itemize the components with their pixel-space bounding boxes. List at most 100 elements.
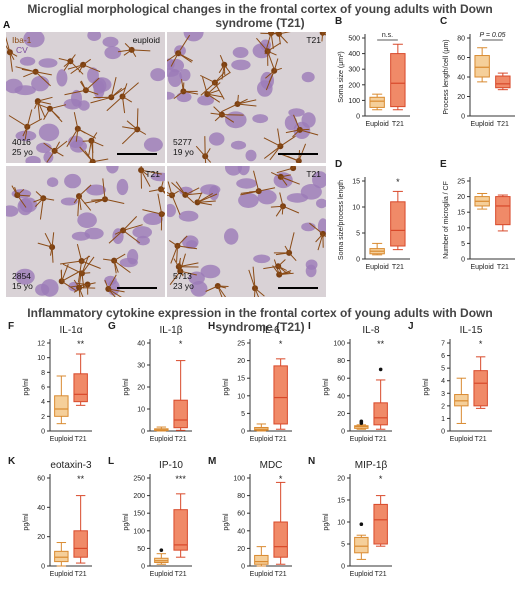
micrograph-case-label: 2854 15 yo bbox=[12, 271, 33, 291]
y-tick-label: 4 bbox=[41, 399, 45, 406]
y-tick-label: 0 bbox=[41, 564, 45, 571]
legend-cv: CV bbox=[16, 45, 28, 55]
chart-title: IL-1α bbox=[59, 325, 82, 336]
y-tick-label: 0 bbox=[356, 114, 360, 121]
y-axis-label: pg/ml bbox=[323, 378, 330, 396]
x-tick-label: Euploid bbox=[150, 436, 173, 443]
y-axis-label: pg/ml bbox=[123, 378, 130, 396]
outlier-point bbox=[359, 419, 364, 424]
x-tick-label: T21 bbox=[375, 571, 387, 578]
scale-bar bbox=[117, 153, 157, 155]
micrograph-case-label: 5277 19 yo bbox=[173, 137, 194, 157]
x-tick-label: T21 bbox=[275, 571, 287, 578]
micrograph-t21-2: T21 2854 15 yo bbox=[6, 166, 165, 297]
significance-label: * bbox=[479, 339, 483, 349]
y-tick-label: 200 bbox=[348, 82, 360, 89]
box-iqr bbox=[273, 365, 288, 425]
x-tick-label: Euploid bbox=[50, 571, 73, 578]
box-iqr bbox=[495, 75, 511, 89]
chart-title: eotaxin-3 bbox=[50, 460, 92, 471]
box-iqr bbox=[390, 53, 406, 108]
y-tick-label: 300 bbox=[348, 67, 360, 74]
chart-title: IL-15 bbox=[460, 325, 483, 336]
box-iqr bbox=[54, 395, 69, 417]
y-tick-label: 40 bbox=[337, 393, 345, 400]
significance-label: * bbox=[396, 177, 400, 187]
micrograph-case-label: 5713 23 yo bbox=[173, 271, 194, 291]
y-tick-label: 40 bbox=[37, 505, 45, 512]
x-tick-label: T21 bbox=[375, 436, 387, 443]
y-tick-label: 5 bbox=[461, 241, 465, 248]
y-tick-label: 10 bbox=[137, 407, 145, 414]
y-tick-label: 20 bbox=[237, 358, 245, 365]
outlier-point bbox=[159, 548, 164, 552]
chart-title: MIP-1β bbox=[355, 460, 388, 471]
y-axis-label: Number of microglia / CF bbox=[443, 181, 450, 259]
chart-title: IL-1β bbox=[160, 325, 183, 336]
y-tick-label: 0 bbox=[41, 429, 45, 436]
y-tick-label: 60 bbox=[37, 476, 45, 483]
y-tick-label: 40 bbox=[457, 75, 465, 82]
y-tick-label: 7 bbox=[441, 341, 445, 348]
y-tick-label: 2 bbox=[441, 403, 445, 410]
significance-label: * bbox=[279, 339, 283, 349]
y-tick-label: 80 bbox=[337, 358, 345, 365]
y-tick-label: 150 bbox=[133, 511, 145, 518]
y-tick-label: 6 bbox=[441, 353, 445, 360]
box-iqr bbox=[73, 530, 88, 558]
y-tick-label: 20 bbox=[457, 94, 465, 101]
legend-iba1: Iba-1 bbox=[12, 35, 32, 45]
y-tick-label: 0 bbox=[461, 114, 465, 121]
x-tick-label: T21 bbox=[275, 436, 287, 443]
significance-label: ** bbox=[377, 339, 385, 349]
box-iqr bbox=[473, 370, 488, 407]
chart-title: MDC bbox=[260, 460, 283, 471]
significance-label: ** bbox=[77, 474, 85, 484]
y-tick-label: 10 bbox=[457, 225, 465, 232]
significance-label: * bbox=[379, 474, 383, 484]
y-axis-label: pg/ml bbox=[123, 513, 130, 531]
y-tick-label: 5 bbox=[356, 231, 360, 238]
box-iqr bbox=[474, 55, 490, 78]
micrograph-texture bbox=[6, 166, 165, 297]
x-tick-label: T21 bbox=[175, 571, 187, 578]
y-tick-label: 50 bbox=[137, 546, 145, 553]
micrograph-group-label: T21 bbox=[145, 169, 160, 179]
y-axis-label: pg/ml bbox=[23, 378, 30, 396]
micrograph-t21-3: T21 5713 23 yo bbox=[167, 166, 326, 297]
y-tick-label: 12 bbox=[37, 341, 45, 348]
box-iqr bbox=[254, 554, 269, 565]
box-iqr bbox=[173, 509, 188, 551]
box-iqr bbox=[54, 550, 69, 563]
significance-label: n.s. bbox=[382, 32, 393, 39]
y-tick-label: 3 bbox=[441, 391, 445, 398]
x-tick-label: T21 bbox=[497, 264, 509, 271]
panel-letter: I bbox=[308, 321, 311, 332]
x-tick-label: Euploid bbox=[365, 264, 388, 271]
y-tick-label: 100 bbox=[233, 476, 245, 483]
micrograph-texture bbox=[167, 32, 326, 163]
y-axis-label: Soma size/process length bbox=[338, 180, 345, 260]
y-tick-label: 250 bbox=[133, 476, 145, 483]
y-tick-label: 0 bbox=[341, 564, 345, 571]
panel-letter: H bbox=[208, 321, 215, 332]
panel-letter: C bbox=[440, 16, 447, 27]
y-tick-label: 15 bbox=[352, 179, 360, 186]
scale-bar bbox=[278, 153, 318, 155]
y-tick-label: 0 bbox=[141, 564, 145, 571]
x-tick-label: Euploid bbox=[450, 436, 473, 443]
y-tick-label: 5 bbox=[241, 411, 245, 418]
chart-title: IL-6 bbox=[262, 325, 280, 336]
box-iqr bbox=[173, 399, 188, 429]
figure-title-top: Microglial morphological changes in the … bbox=[27, 2, 493, 30]
box-iqr bbox=[273, 521, 288, 558]
y-tick-label: 30 bbox=[137, 363, 145, 370]
micrograph-case-label: 4016 25 yo bbox=[12, 137, 33, 157]
y-tick-label: 100 bbox=[348, 98, 360, 105]
y-tick-label: 80 bbox=[457, 36, 465, 43]
micrograph-euploid: Iba-1 CV euploid 4016 25 yo bbox=[6, 32, 165, 163]
x-tick-label: Euploid bbox=[150, 571, 173, 578]
x-tick-label: Euploid bbox=[250, 436, 273, 443]
y-tick-label: 0 bbox=[461, 257, 465, 264]
y-tick-label: 0 bbox=[341, 429, 345, 436]
